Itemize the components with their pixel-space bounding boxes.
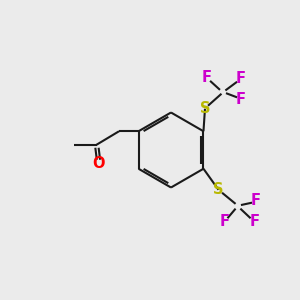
Text: F: F [250, 214, 260, 229]
Text: O: O [92, 156, 104, 171]
Text: F: F [251, 193, 261, 208]
Text: F: F [236, 71, 246, 86]
Text: F: F [236, 92, 246, 107]
Text: F: F [202, 70, 212, 85]
Text: S: S [213, 182, 224, 197]
Text: F: F [220, 214, 230, 229]
Text: S: S [200, 101, 210, 116]
